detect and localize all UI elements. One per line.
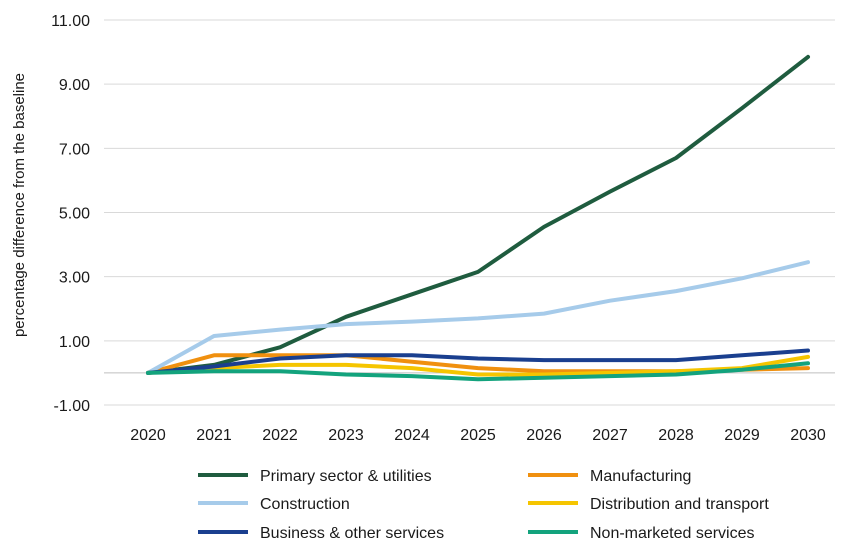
x-tick-label: 2025 — [460, 427, 496, 444]
x-tick-label: 2026 — [526, 427, 562, 444]
y-tick-label: 5.00 — [59, 206, 90, 223]
legend-item: Business & other services — [198, 525, 444, 542]
x-tick-label: 2030 — [790, 427, 826, 444]
series-line-4 — [146, 348, 810, 375]
y-tick-label: 1.00 — [59, 334, 90, 351]
legend-item: Distribution and transport — [528, 496, 769, 513]
y-tick-label: 3.00 — [59, 270, 90, 287]
x-tick-label: 2021 — [196, 427, 232, 444]
y-tick-label: 7.00 — [59, 141, 90, 158]
legend-label: Non-marketed services — [590, 525, 755, 542]
legend-label: Construction — [260, 496, 350, 513]
legend-item: Primary sector & utilities — [198, 468, 432, 485]
x-tick-labels: 2020 2021 2022 2023 2024 2025 2026 2027 2028 2029… — [130, 427, 826, 444]
legend-item: Manufacturing — [528, 468, 691, 485]
legend-item: Construction — [198, 496, 350, 513]
series-lines — [146, 54, 810, 382]
series-line-0 — [146, 54, 810, 375]
series-line-5 — [146, 361, 810, 382]
y-tick-label: 11.00 — [51, 13, 90, 30]
series-line-2 — [146, 260, 810, 375]
legend-label: Manufacturing — [590, 468, 691, 485]
x-tick-label: 2029 — [724, 427, 760, 444]
series-line-3 — [146, 354, 810, 377]
legend: Primary sector & utilities Manufacturing C… — [198, 468, 769, 542]
x-tick-label: 2023 — [328, 427, 364, 444]
y-tick-label: -1.00 — [54, 398, 91, 415]
legend-label: Distribution and transport — [590, 496, 769, 513]
x-tick-label: 2024 — [394, 427, 430, 444]
x-tick-label: 2028 — [658, 427, 694, 444]
legend-label: Business & other services — [260, 525, 444, 542]
x-tick-label: 2022 — [262, 427, 298, 444]
gridlines — [104, 19, 835, 406]
legend-item: Non-marketed services — [528, 525, 755, 542]
legend-label: Primary sector & utilities — [260, 468, 432, 485]
y-axis-label: percentage difference from the baseline — [11, 73, 28, 337]
x-tick-label: 2027 — [592, 427, 628, 444]
x-tick-label: 2020 — [130, 427, 166, 444]
y-tick-label: 9.00 — [59, 77, 90, 94]
y-tick-labels: -1.00 1.00 3.00 5.00 7.00 9.00 11.00 — [51, 13, 90, 415]
